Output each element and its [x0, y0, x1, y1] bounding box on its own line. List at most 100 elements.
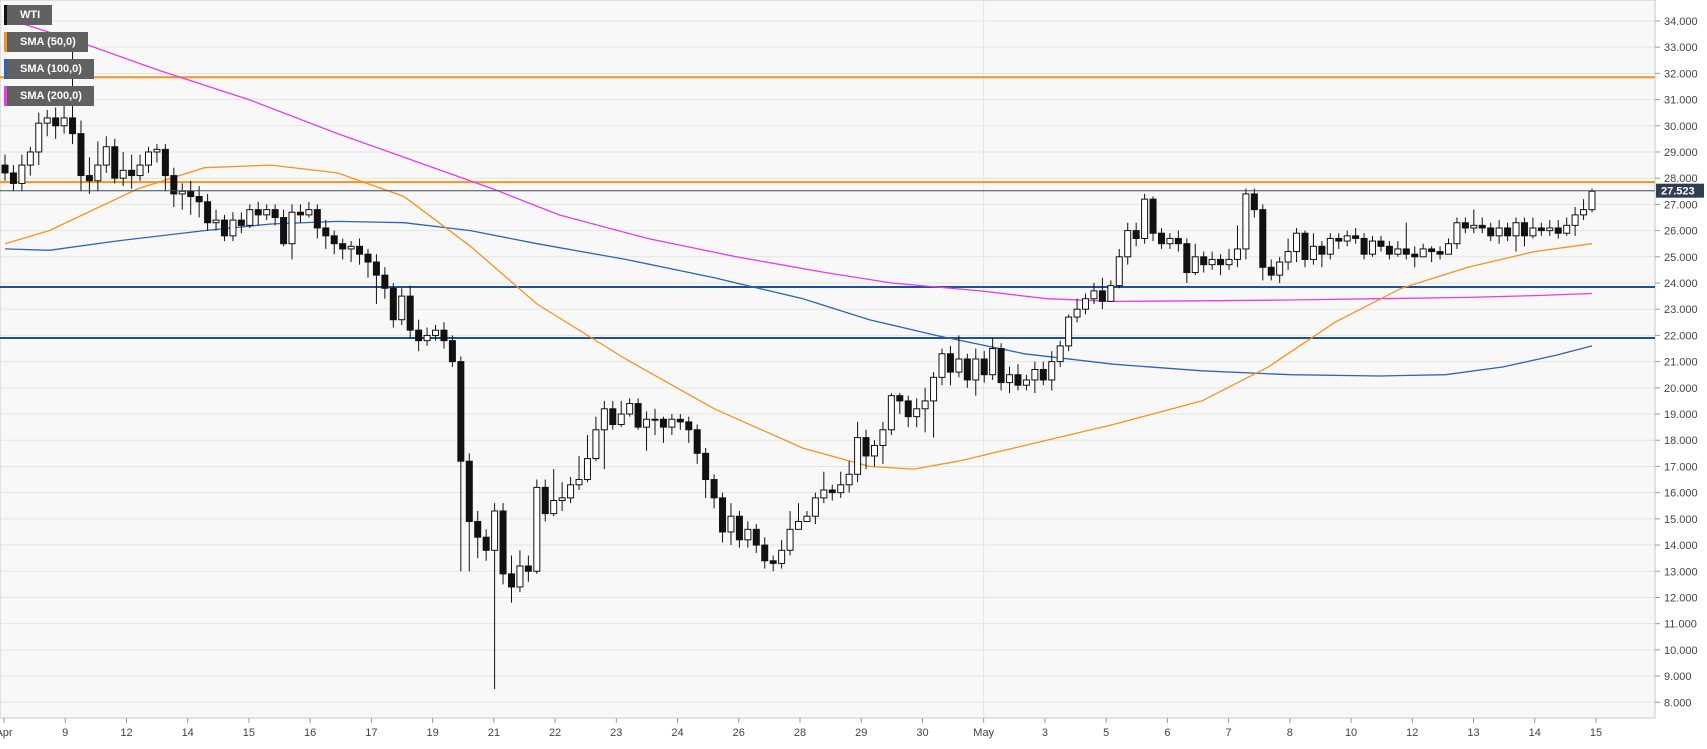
candle-body-down [1385, 245, 1393, 255]
candle [271, 204, 279, 226]
legend-wti: WTI [4, 5, 53, 25]
candle-body-up [119, 169, 127, 179]
candle-body-up [533, 486, 541, 572]
candle-body-up [1512, 222, 1520, 237]
candle [398, 288, 406, 325]
x-tick-label: May [973, 727, 994, 739]
candle [1495, 220, 1503, 244]
candle [854, 421, 862, 483]
candle-body-down [946, 353, 954, 373]
candle [879, 421, 887, 464]
candle [26, 146, 34, 176]
candle-body-down [1014, 374, 1022, 386]
candle-body-down [1487, 227, 1495, 237]
x-tick-label: 29 [855, 727, 867, 739]
y-tick-label: 19.000 [1664, 409, 1698, 421]
candle [795, 503, 802, 530]
candle [313, 204, 321, 239]
candle [322, 220, 330, 249]
candle [659, 416, 667, 443]
candle-body-down [220, 219, 228, 237]
candle-body-down [1377, 240, 1385, 247]
candle [296, 204, 304, 223]
candle [1157, 227, 1165, 249]
candle [43, 110, 51, 137]
candle-body-up [1588, 190, 1596, 211]
candle-body-up [1225, 258, 1233, 266]
sma-100-label: SMA (100,0) [20, 63, 82, 75]
candle-body-down [1200, 256, 1208, 266]
candle [592, 416, 600, 462]
candle [634, 398, 642, 430]
candle-body-up [1191, 256, 1199, 274]
candle [930, 372, 938, 438]
candle [1411, 246, 1419, 268]
candle-body-down [128, 169, 136, 177]
y-tick-label: 29.000 [1664, 147, 1698, 159]
y-tick-label: 9.000 [1664, 671, 1692, 683]
candle [170, 167, 178, 208]
candle-body-up [820, 489, 828, 499]
candle [921, 387, 929, 433]
candle-body-up [1284, 251, 1292, 263]
candle-body-up [617, 413, 625, 426]
candle-body-up [1006, 374, 1014, 384]
candle [643, 411, 651, 451]
y-tick-label: 27.000 [1664, 199, 1698, 211]
candle [1200, 251, 1208, 273]
candle [1090, 283, 1098, 304]
candle [710, 474, 718, 509]
candle-body-up [516, 565, 524, 588]
candle [1107, 280, 1115, 302]
candle [1301, 230, 1309, 268]
legend-sma-100: SMA (100,0) [4, 59, 94, 79]
candle [347, 241, 355, 263]
candle-body-up [668, 418, 676, 428]
candle [1225, 248, 1233, 270]
candle-body-up [879, 429, 887, 446]
candle [1183, 238, 1191, 284]
candle-body-down [1360, 237, 1368, 255]
y-tick-label: 22.000 [1664, 330, 1698, 342]
candle-body-up [930, 376, 938, 402]
candle [550, 469, 558, 517]
candle [786, 510, 794, 556]
candle-body-up [651, 418, 659, 421]
candle-body-down [482, 536, 490, 551]
y-tick-label: 15.000 [1664, 514, 1698, 526]
x-tick-label: 9 [62, 727, 68, 739]
last-price-box [1656, 183, 1704, 198]
candle-body-up [263, 209, 271, 216]
candle-body-up [854, 437, 862, 475]
candle [499, 503, 507, 585]
candle [1208, 251, 1216, 270]
candle [52, 107, 60, 139]
candle-body-up [600, 408, 608, 431]
sma-50-label: SMA (50,0) [20, 36, 76, 48]
candle-body-up [972, 358, 980, 381]
candle [212, 209, 220, 231]
candle-body-down [381, 274, 389, 289]
candle [178, 183, 186, 210]
candle [811, 492, 819, 525]
last-price-tag: 27.523 [1656, 183, 1704, 198]
y-tick-label: 13.000 [1664, 566, 1698, 578]
candle-body-up [1242, 193, 1250, 250]
candle-body-up [870, 444, 878, 457]
candle [837, 471, 845, 498]
candle-body-down [761, 544, 769, 562]
x-tick-label: 14 [1529, 727, 1541, 739]
candle [989, 338, 997, 380]
candle [685, 416, 693, 443]
candle-body-down [1436, 251, 1444, 255]
candle-body-up [246, 209, 254, 226]
candle-body-down [1039, 368, 1047, 381]
candle [229, 212, 237, 242]
candle [735, 510, 743, 548]
candle-body-down [364, 253, 372, 263]
candle-body-up [558, 497, 566, 502]
candle [254, 201, 262, 226]
y-tick-label: 12.000 [1664, 592, 1698, 604]
